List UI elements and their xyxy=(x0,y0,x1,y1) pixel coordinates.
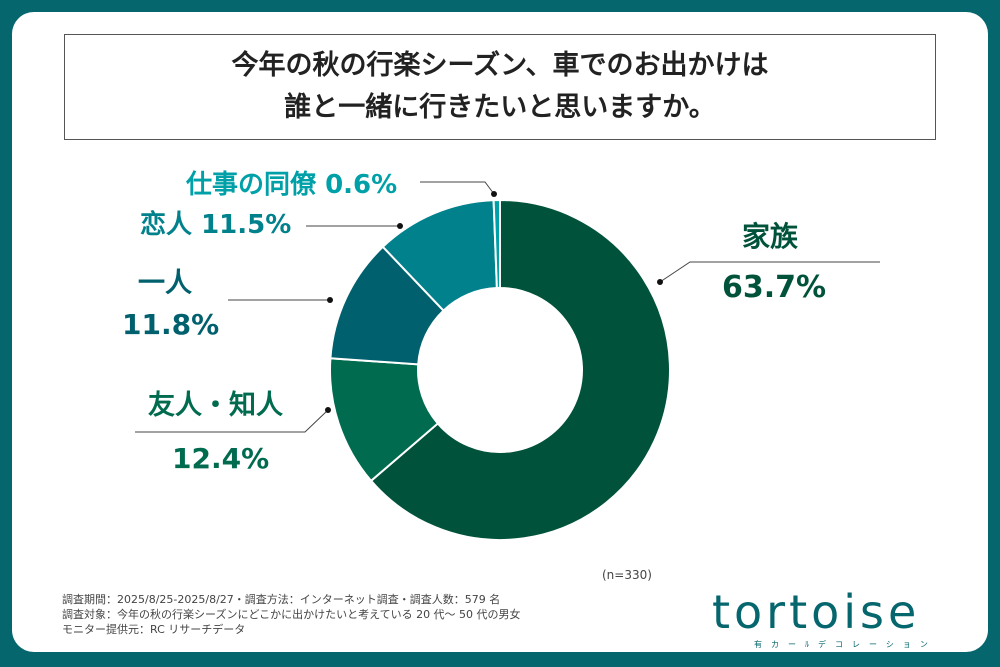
leader-dot-1 xyxy=(325,407,331,413)
survey-notes: 調査期間：2025/8/25-2025/8/27・調査方法：インターネット調査・… xyxy=(62,592,521,637)
slice-4 xyxy=(492,198,501,290)
leader-dot-2 xyxy=(327,297,333,303)
card xyxy=(12,12,988,652)
title-line-2: 誰と一緒に行きたいと思いますか。 xyxy=(284,92,716,123)
title-line-1: 今年の秋の行楽シーズン、車でのお出かけは xyxy=(231,50,769,81)
value-family: 63.7% xyxy=(722,270,827,305)
label-family: 家族 xyxy=(742,220,799,253)
value-alone: 11.8% xyxy=(122,308,220,341)
chart-title: 今年の秋の行楽シーズン、車でのお出かけは 誰と一緒に行きたいと思いますか。 xyxy=(64,34,936,140)
leader-line-1 xyxy=(135,409,329,433)
logo-word: tortoise xyxy=(712,585,921,639)
label-friends: 友人・知人 xyxy=(148,390,283,421)
logo-sub: 有カーﾙデコレーション xyxy=(754,640,937,649)
leader-line-0 xyxy=(659,261,880,283)
leader-dot-0 xyxy=(657,279,663,285)
leader-line-4 xyxy=(420,181,495,195)
tortoise-logo: tortoise 有カーﾙデコレーション xyxy=(682,584,937,650)
slice-0 xyxy=(369,198,671,541)
label-partner: 恋人 11.5% xyxy=(140,210,292,240)
value-friends: 12.4% xyxy=(172,442,270,475)
leader-dot-4 xyxy=(491,191,497,197)
label-alone: 一人 xyxy=(138,268,192,299)
label-coworker: 仕事の同僚 0.6% xyxy=(186,170,398,200)
note-target: 調査対象：今年の秋の行楽シーズンにどこかに出かけたいと考えている 20 代～ 5… xyxy=(62,608,521,621)
note-period: 調査期間：2025/8/25-2025/8/27・調査方法：インターネット調査・… xyxy=(62,593,501,606)
note-provider: モニター提供元：RC リサーチデータ xyxy=(62,623,246,636)
leader-dot-3 xyxy=(397,223,403,229)
sample-size: (n=330) xyxy=(602,568,652,582)
